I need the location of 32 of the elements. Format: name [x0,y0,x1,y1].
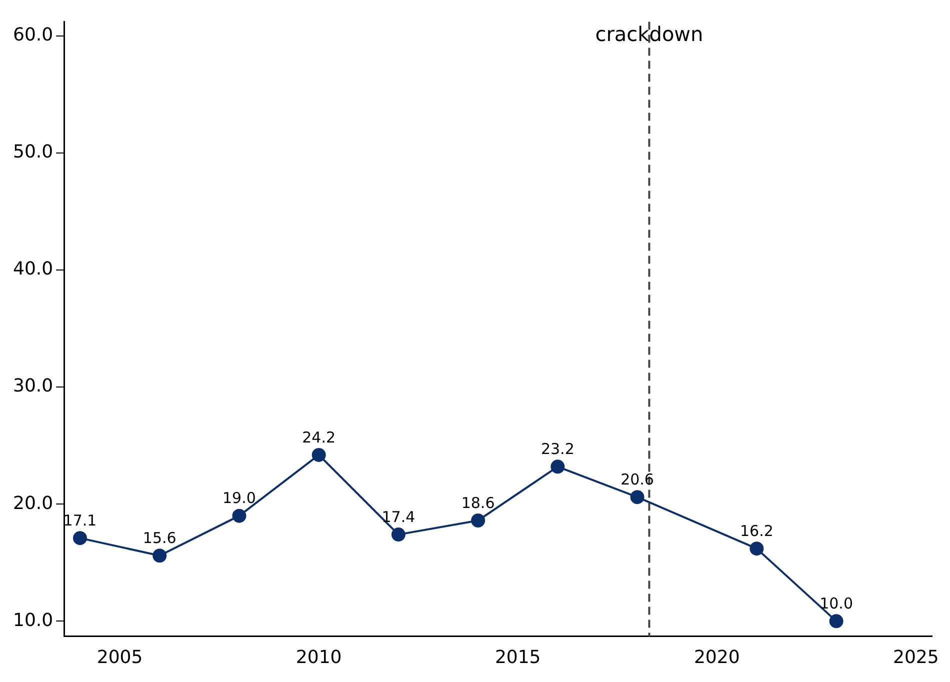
x-tick-label: 2025 [893,646,939,668]
point [312,448,326,462]
data-label: 15.6 [142,529,176,548]
x-tick-label: 2010 [296,646,342,668]
data-label: 17.4 [382,508,416,526]
data-label: 23.2 [540,440,574,458]
point [829,614,844,628]
data-label: 17.1 [63,511,97,530]
x-tick-label: 2005 [96,646,143,668]
data-label: 24.2 [302,428,336,446]
y-tick-label: 30.0 [13,376,54,397]
point [73,531,87,546]
point [750,542,764,556]
x-tick-label: 2020 [694,646,740,668]
data-label: 20.6 [620,470,654,488]
y-tick-label: 40.0 [13,258,54,280]
point [630,490,644,504]
data-label: 10.0 [820,594,854,613]
point [471,514,486,528]
x-tick-label: 2015 [494,646,541,668]
point [391,528,406,542]
ref-line-label: crackdown [595,22,704,46]
data-label: 16.2 [740,522,774,540]
point [152,548,167,563]
y-tick-label: 20.0 [13,492,54,514]
data-label: 18.6 [461,494,495,512]
point [550,460,565,474]
point [232,508,246,523]
y-tick-label: 60.0 [13,24,54,46]
data-label: 19.0 [222,489,256,508]
y-tick-label: 50.0 [13,142,54,163]
y-tick-label: 10.0 [13,610,54,631]
